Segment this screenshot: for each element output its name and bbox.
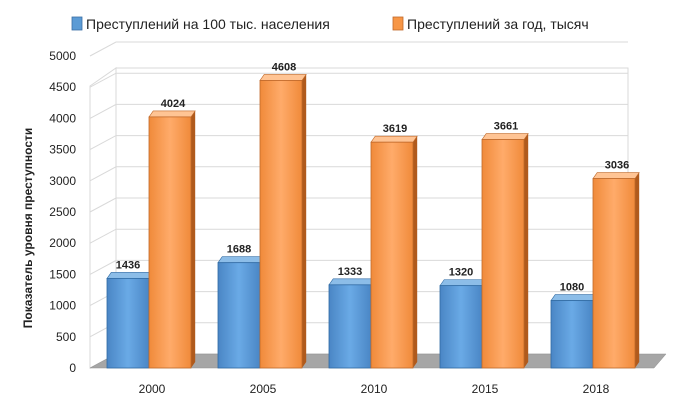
gridline xyxy=(89,41,628,57)
bar-2018-series-0 xyxy=(550,294,598,369)
x-tick-label: 2000 xyxy=(139,382,166,396)
legend-swatch-crimes-per-year xyxy=(392,16,404,31)
x-tick-label: 2015 xyxy=(472,382,499,396)
y-axis-tick-labels: 0 500 1000 1500 2000 2500 3000 3500 4000 4500 5000 xyxy=(49,49,76,375)
bar-front-face xyxy=(592,178,636,369)
bar-top-face xyxy=(148,110,196,118)
bar-front-face xyxy=(439,285,483,369)
bar-2010-series-1 xyxy=(370,135,418,369)
bar-top-face xyxy=(481,133,529,140)
bar-front-face xyxy=(550,300,594,369)
gridline xyxy=(89,135,628,151)
bar-side-face xyxy=(191,110,196,368)
data-label: 3619 xyxy=(383,123,407,135)
gridlines xyxy=(89,41,628,338)
bar-front-face xyxy=(106,277,150,369)
y-tick-label: 2500 xyxy=(49,205,76,219)
bar-side-face xyxy=(302,74,307,368)
data-label: 1080 xyxy=(560,282,584,294)
data-label: 4024 xyxy=(161,98,186,110)
y-tick-label: 4500 xyxy=(49,80,76,94)
bar-2018-series-1 xyxy=(592,172,640,369)
y-axis-title: Показатель уровня преступности xyxy=(21,128,35,329)
bar-top-face xyxy=(106,272,154,279)
y-tick-label: 500 xyxy=(56,330,76,344)
bar-2000-series-1 xyxy=(148,110,196,369)
y-tick-label: 1000 xyxy=(49,299,76,313)
data-label: 1436 xyxy=(116,259,140,271)
y-tick-label: 4000 xyxy=(49,111,76,125)
bar-side-face xyxy=(635,172,640,368)
bar-front-face xyxy=(370,141,414,369)
gridline xyxy=(89,228,628,244)
legend-label-crimes-per-100k: Преступлений на 100 тыс. населения xyxy=(86,16,330,32)
bar-2005-series-1 xyxy=(259,74,307,369)
gridline xyxy=(89,197,628,213)
y-tick-label: 2000 xyxy=(49,236,76,250)
bars: 1436 4024 1688 4608 1333 3619 1320 3661 1080 3036 xyxy=(106,61,640,369)
bar-top-face xyxy=(370,135,418,143)
x-tick-label: 2005 xyxy=(250,382,277,396)
bar-top-face xyxy=(592,172,640,179)
x-tick-label: 2010 xyxy=(361,382,388,396)
gridline xyxy=(89,166,628,182)
bar-top-face xyxy=(217,256,265,263)
y-tick-label: 3000 xyxy=(49,174,76,188)
bar-2015-series-1 xyxy=(481,133,529,369)
legend-swatch-crimes-per-100k xyxy=(71,16,83,31)
bar-2000-series-0 xyxy=(106,272,154,369)
legend-label-crimes-per-year: Преступлений за год, тысяч xyxy=(407,16,589,32)
data-label: 1333 xyxy=(338,266,362,278)
data-label: 4608 xyxy=(272,61,296,73)
gridline xyxy=(89,103,628,119)
bar-top-face xyxy=(328,278,376,286)
bar-2005-series-0 xyxy=(217,256,265,369)
bar-front-face xyxy=(328,284,372,369)
bar-front-face xyxy=(217,262,261,369)
bar-top-face xyxy=(259,74,307,81)
bar-front-face xyxy=(259,80,303,369)
y-tick-label: 5000 xyxy=(49,49,76,63)
data-label: 1688 xyxy=(227,244,251,256)
bar-front-face xyxy=(148,116,192,369)
data-label: 1320 xyxy=(449,267,473,279)
y-tick-label: 1500 xyxy=(49,267,76,281)
data-label: 3036 xyxy=(605,160,629,172)
bar-2010-series-0 xyxy=(328,278,376,369)
gridline xyxy=(89,72,628,88)
y-tick-label: 3500 xyxy=(49,143,76,157)
bar-top-face xyxy=(550,294,598,301)
y-tick-label: 0 xyxy=(69,361,76,375)
data-label: 3661 xyxy=(494,121,518,133)
bar-side-face xyxy=(524,133,529,368)
x-axis-tick-labels: 2000 2005 2010 2015 2018 xyxy=(139,382,610,396)
bar-side-face xyxy=(413,136,418,368)
gridline xyxy=(89,259,628,275)
legend: Преступлений на 100 тыс. населения Прест… xyxy=(71,16,589,32)
bar-2015-series-0 xyxy=(439,279,487,369)
bar-top-face xyxy=(439,279,487,286)
bar-front-face xyxy=(481,139,525,369)
x-tick-label: 2018 xyxy=(583,382,610,396)
